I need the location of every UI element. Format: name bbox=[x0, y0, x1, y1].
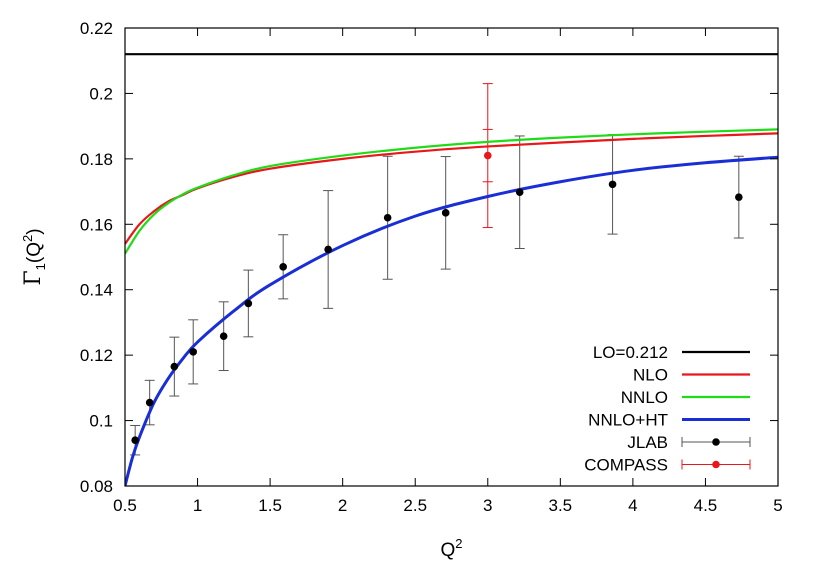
x-tick-label: 5 bbox=[773, 496, 782, 515]
series-line-nnlo-ht bbox=[125, 155, 778, 486]
x-tick-label: 3.5 bbox=[549, 496, 573, 515]
x-tick-label: 2.5 bbox=[403, 496, 427, 515]
y-tick-label: 0.22 bbox=[80, 19, 113, 38]
legend-item: LO=0.212 bbox=[593, 343, 750, 362]
legend-label: JLAB bbox=[627, 433, 668, 452]
legend-item: NNLO+HT bbox=[588, 411, 750, 430]
x-tick-label: 2 bbox=[338, 496, 347, 515]
legend-item: JLAB bbox=[627, 433, 751, 452]
data-point bbox=[383, 213, 392, 222]
data-point bbox=[515, 188, 524, 197]
y-tick-label: 0.08 bbox=[80, 477, 113, 496]
data-point bbox=[189, 348, 198, 356]
y-tick-label: 0.16 bbox=[80, 215, 113, 234]
data-point bbox=[145, 398, 154, 407]
data-point bbox=[441, 209, 450, 217]
data-point bbox=[219, 332, 228, 340]
legend-item: NNLO bbox=[621, 388, 750, 407]
x-axis-label: Q2 bbox=[440, 536, 462, 561]
data-point bbox=[279, 263, 287, 271]
legend-label: NLO bbox=[633, 366, 668, 385]
legend-marker bbox=[712, 460, 720, 469]
data-point bbox=[483, 151, 492, 160]
data-point bbox=[324, 245, 332, 254]
x-tick-label: 4.5 bbox=[694, 496, 718, 515]
data-point bbox=[170, 362, 179, 371]
axes-layer: 0.5 1 1.5 2 2.5 3 3.5 4 4.5 5 0.08 0.1 0.12 0.14 0.16 0… bbox=[80, 19, 783, 515]
y-tick-label: 0.14 bbox=[80, 281, 113, 300]
legend-label: LO=0.212 bbox=[593, 343, 668, 362]
x-tick-label: 1.5 bbox=[258, 496, 282, 515]
series-layer bbox=[125, 53, 778, 486]
legend-label: NNLO bbox=[621, 388, 668, 407]
y-axis-label: Γ1(Q2) bbox=[20, 228, 48, 285]
y-tick-label: 0.12 bbox=[80, 346, 113, 365]
series-line-nlo bbox=[125, 132, 778, 245]
x-tick-label: 1 bbox=[193, 496, 202, 515]
x-tick-label: 0.5 bbox=[113, 496, 137, 515]
y-tick-label: 0.2 bbox=[89, 84, 113, 103]
legend-marker bbox=[712, 438, 720, 446]
series-line-nnlo bbox=[125, 128, 778, 255]
plot-frame bbox=[124, 27, 779, 487]
legend-item: COMPASS bbox=[584, 456, 751, 475]
legend: LO=0.212 NLO NNLO NNLO+HT JLAB COMPASS bbox=[584, 343, 751, 475]
legend-item: NLO bbox=[633, 366, 750, 385]
legend-label: COMPASS bbox=[584, 456, 668, 475]
data-point bbox=[244, 299, 253, 308]
legend-label: NNLO+HT bbox=[588, 411, 668, 430]
y-tick-label: 0.18 bbox=[80, 150, 113, 169]
data-point bbox=[131, 436, 139, 445]
data-point bbox=[608, 180, 617, 189]
data-point bbox=[735, 193, 743, 201]
y-tick-label: 0.1 bbox=[89, 412, 113, 431]
x-tick-label: 3 bbox=[483, 496, 492, 515]
x-tick-label: 4 bbox=[628, 496, 637, 515]
